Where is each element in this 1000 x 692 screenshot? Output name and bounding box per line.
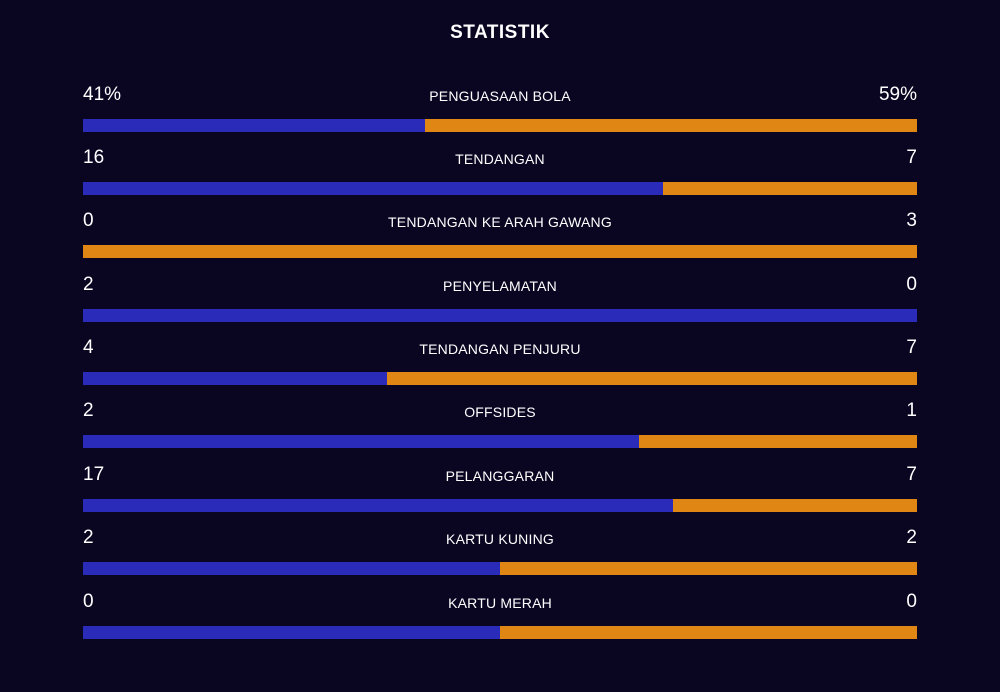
home-value: 16 [83, 147, 105, 168]
stat-header: 2 OFFSIDES 1 [83, 398, 917, 428]
away-value: 1 [906, 400, 917, 421]
away-value: 0 [906, 591, 917, 612]
comparison-bar [83, 372, 917, 385]
stat-row-shots-on-target: 0 TENDANGAN KE ARAH GAWANG 3 [83, 208, 917, 260]
home-value: 2 [83, 400, 94, 421]
comparison-bar [83, 562, 917, 575]
comparison-bar [83, 309, 917, 322]
stat-row-possession: 41% PENGUASAAN BOLA 59% [83, 82, 917, 134]
home-value: 2 [83, 274, 94, 295]
home-bar-segment [83, 309, 917, 322]
away-bar-segment [386, 372, 917, 385]
stat-row-yellow-cards: 2 KARTU KUNING 2 [83, 525, 917, 577]
away-bar-segment [83, 245, 917, 258]
stat-row-corners: 4 TENDANGAN PENJURU 7 [83, 335, 917, 387]
stat-label: PELANGGARAN [445, 468, 555, 484]
stat-label: OFFSIDES [464, 404, 536, 420]
away-bar-segment [673, 499, 917, 512]
away-bar-segment [424, 119, 917, 132]
home-bar-segment [83, 372, 387, 385]
home-value: 17 [83, 464, 105, 485]
away-value: 2 [906, 527, 917, 548]
stat-header: 0 TENDANGAN KE ARAH GAWANG 3 [83, 208, 917, 238]
away-value: 7 [906, 147, 917, 168]
comparison-bar [83, 499, 917, 512]
stat-header: 41% PENGUASAAN BOLA 59% [83, 82, 917, 112]
home-value: 0 [83, 210, 94, 231]
stat-label: PENGUASAAN BOLA [429, 88, 571, 104]
comparison-bar [83, 626, 917, 639]
home-bar-segment [83, 562, 500, 575]
comparison-bar [83, 182, 917, 195]
home-value: 41% [83, 84, 122, 105]
stat-label: KARTU KUNING [446, 531, 554, 547]
away-bar-segment [639, 435, 917, 448]
stat-header: 0 KARTU MERAH 0 [83, 589, 917, 619]
away-bar-segment [500, 562, 917, 575]
stat-header: 4 TENDANGAN PENJURU 7 [83, 335, 917, 365]
stat-label: TENDANGAN [455, 151, 545, 167]
section-title: STATISTIK [450, 22, 550, 43]
stat-label: TENDANGAN KE ARAH GAWANG [388, 214, 612, 230]
comparison-bar [83, 119, 917, 132]
away-value: 7 [906, 464, 917, 485]
stat-row-saves: 2 PENYELAMATAN 0 [83, 272, 917, 324]
stat-label: TENDANGAN PENJURU [419, 341, 581, 357]
home-bar-segment [83, 435, 640, 448]
comparison-bar [83, 435, 917, 448]
home-bar-segment [83, 626, 500, 639]
stat-header: 17 PELANGGARAN 7 [83, 462, 917, 492]
away-bar-segment [663, 182, 917, 195]
away-value: 3 [906, 210, 917, 231]
stat-header: 16 TENDANGAN 7 [83, 145, 917, 175]
away-bar-segment [500, 626, 917, 639]
stat-row-fouls: 17 PELANGGARAN 7 [83, 462, 917, 514]
away-value: 59% [878, 84, 917, 105]
stat-header: 2 KARTU KUNING 2 [83, 525, 917, 555]
home-value: 2 [83, 527, 94, 548]
stat-row-offsides: 2 OFFSIDES 1 [83, 398, 917, 450]
stat-label: KARTU MERAH [448, 595, 552, 611]
away-value: 7 [906, 337, 917, 358]
stat-header: 2 PENYELAMATAN 0 [83, 272, 917, 302]
stat-row-red-cards: 0 KARTU MERAH 0 [83, 589, 917, 641]
home-value: 0 [83, 591, 94, 612]
home-bar-segment [83, 119, 425, 132]
comparison-bar [83, 245, 917, 258]
home-bar-segment [83, 182, 664, 195]
stat-label: PENYELAMATAN [443, 278, 557, 294]
away-value: 0 [906, 274, 917, 295]
stat-row-shots: 16 TENDANGAN 7 [83, 145, 917, 197]
home-value: 4 [83, 337, 94, 358]
home-bar-segment [83, 499, 674, 512]
